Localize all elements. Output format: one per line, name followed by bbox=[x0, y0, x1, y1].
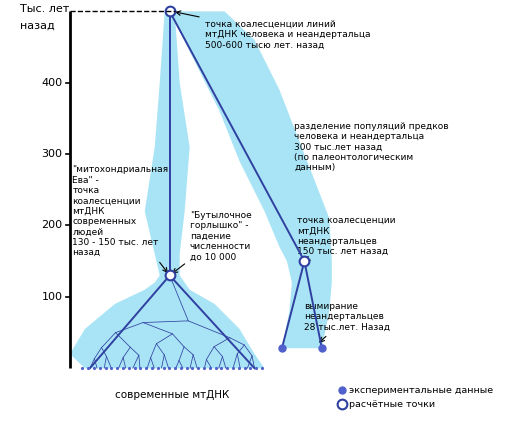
Text: "Бутылочное
горлышко" -
падение
численности
до 10 000: "Бутылочное горлышко" - падение численно… bbox=[173, 211, 251, 273]
Text: современные мтДНК: современные мтДНК bbox=[115, 390, 230, 400]
Text: точка коалесценции линий
мтДНК человека и неандертальца
500-600 тысю лет. назад: точка коалесценции линий мтДНК человека … bbox=[176, 11, 370, 50]
Text: разделение популяций предков
человека и неандертальца
300 тыс.лет назад
(по пале: разделение популяций предков человека и … bbox=[294, 122, 449, 172]
Legend: экспериментальные данные, расчётные точки: экспериментальные данные, расчётные точк… bbox=[335, 383, 497, 413]
Text: 100: 100 bbox=[41, 292, 63, 302]
Polygon shape bbox=[169, 12, 332, 348]
Text: 200: 200 bbox=[41, 221, 63, 230]
Text: "митохондриальная
Ева" -
точка
коалесценции
мтДНК
современных
людей
130 - 150 ты: "митохондриальная Ева" - точка коалесцен… bbox=[72, 165, 168, 272]
Text: Тыс. лет: Тыс. лет bbox=[20, 4, 69, 14]
Text: точка коалесценции
мтДНК
неандертальцев
150 тыс. лет назад: точка коалесценции мтДНК неандертальцев … bbox=[297, 216, 395, 261]
Text: вымирание
неандертальцев
28 тыс.лет. Назад: вымирание неандертальцев 28 тыс.лет. Наз… bbox=[304, 302, 390, 342]
Text: 400: 400 bbox=[41, 78, 63, 88]
Polygon shape bbox=[70, 12, 265, 368]
Text: назад: назад bbox=[20, 21, 55, 31]
Text: 300: 300 bbox=[41, 149, 63, 159]
